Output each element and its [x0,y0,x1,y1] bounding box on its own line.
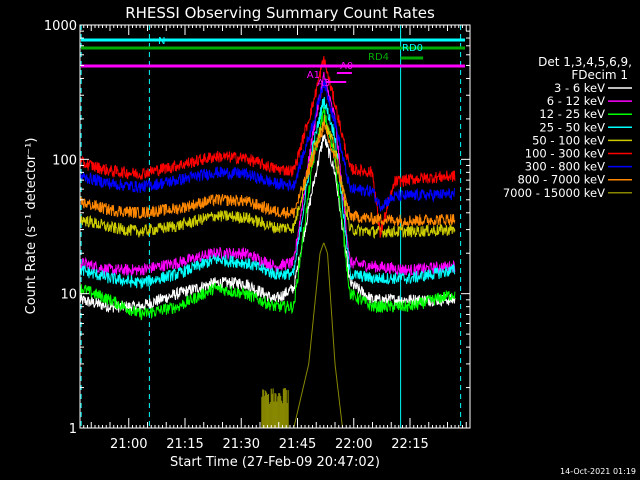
y-axis-label: Count Rate (s⁻¹ detector⁻¹) [24,138,39,315]
x-tick-label: 22:00 [335,437,372,452]
x-tick-label: 21:30 [223,437,260,452]
legend-label-8: 7000 - 15000 keV [503,186,605,200]
series-line-7 [79,121,456,228]
chart-title: RHESSI Observing Summary Count Rates [125,4,435,22]
legend-label-7: 800 - 7000 keV [517,173,605,187]
legend-label-5: 100 - 300 keV [525,147,605,161]
flag-annotation-a1: A1 [307,70,320,81]
series-line-3 [79,96,456,289]
flag-annotation-n: N [158,36,165,47]
x-tick-label: 22:15 [391,437,428,452]
series-line-0 [79,134,456,313]
y-tick-label: 10 [60,288,77,303]
legend-header-line-2: FDecim 1 [571,68,628,82]
flag-annotation-rd4: RD4 [368,52,389,63]
legend-label-6: 300 - 800 keV [525,160,605,174]
x-tick-label: 21:45 [279,437,316,452]
footer-timestamp: 14-Oct-2021 01:19 [560,467,636,476]
flag-annotation-a0: A0 [340,61,353,72]
legend-label-3: 25 - 50 keV [539,120,605,134]
legend-label-2: 12 - 25 keV [539,107,605,121]
x-axis-label: Start Time (27-Feb-09 20:47:02) [170,455,380,470]
series-line-4 [79,114,456,240]
legend-label-0: 3 - 6 keV [554,81,605,95]
y-tick-label: 1 [69,422,77,437]
axes: 1 10 100 1000 21:00 21:15 21:30 21:45 22:00 22:15 [44,19,471,452]
flag-annotation-a3: A3 [317,78,330,89]
series-line-1 [79,71,456,278]
legend-label-4: 50 - 100 keV [532,133,605,147]
x-tick-label: 21:15 [166,437,203,452]
series-line-5 [79,56,456,238]
y-tick-label: 1000 [44,19,77,34]
legend-header-line-1: Det 1,3,4,5,6,9, [538,55,632,69]
series-line-6 [79,79,455,212]
y-tick-label: 100 [52,153,77,168]
legend-label-1: 6 - 12 keV [547,94,605,108]
series-line-2 [79,106,456,321]
flag-annotation-rd0: RD0 [402,43,423,54]
plot-area: N RD0 RD4 A1 A0 A3 [79,25,465,429]
x-tick-label: 21:00 [110,437,147,452]
